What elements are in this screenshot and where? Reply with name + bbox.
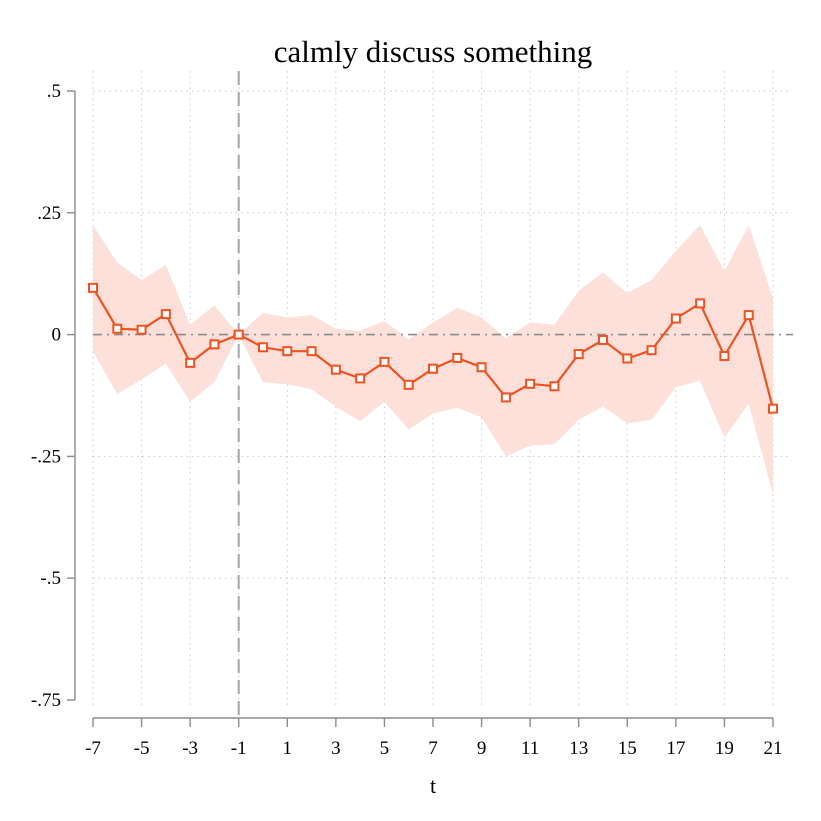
y-tick-label: -.75 [31,690,61,711]
x-tick-label: 15 [618,738,637,759]
data-point [476,362,487,373]
reference-lines [93,71,793,718]
data-point [330,364,341,375]
data-point [403,379,414,390]
x-tick-label: 1 [283,738,293,759]
data-point [209,339,220,350]
chart-title: calmly discuss something [274,34,593,69]
data-point [500,392,511,403]
grid-lines [92,71,791,708]
data-point [573,349,584,360]
x-tick-label: 7 [428,738,438,759]
data-point [452,352,463,363]
x-tick-label: 11 [521,738,539,759]
data-point [598,334,608,345]
data-point [695,298,706,309]
x-tick-label: 13 [569,738,588,759]
data-point [768,403,778,414]
axes: .5.250-.25-.5-.75-7 -5 -3 -1 1 3 5 7 9 11 13 15 17 19… [31,81,783,759]
data-point [743,310,754,321]
data-point [719,351,730,362]
series-line-group [88,282,778,414]
x-tick-label: -1 [231,738,247,759]
data-point [88,282,98,293]
data-point [282,346,293,357]
x-tick-label: 17 [666,738,685,759]
data-point [379,356,390,367]
x-tick-label: 9 [477,738,487,759]
y-tick-label: .5 [47,81,61,102]
data-point [233,329,244,340]
data-point [136,324,147,335]
data-point [306,346,317,357]
data-point [549,381,560,392]
y-tick-label: .25 [37,203,61,224]
confidence-band [93,225,773,495]
data-point [525,378,536,389]
data-point [112,323,123,334]
x-tick-label: 19 [715,738,734,759]
x-tick-label: 21 [764,738,783,759]
y-tick-label: -.25 [31,446,61,467]
x-tick-label: -7 [85,738,101,759]
x-tick-label: 3 [331,738,341,759]
x-tick-label: 5 [380,738,390,759]
data-point [670,313,681,324]
y-tick-label: 0 [52,325,62,346]
x-axis-title: t [430,773,436,798]
y-tick-label: -.5 [40,568,61,589]
data-point [258,342,268,353]
data-point [428,363,438,374]
x-tick-label: -5 [134,738,150,759]
data-point [185,357,196,368]
data-point [622,353,633,364]
data-point [160,309,171,320]
data-point [355,373,366,384]
data-point [646,345,657,356]
x-tick-label: -3 [182,738,198,759]
